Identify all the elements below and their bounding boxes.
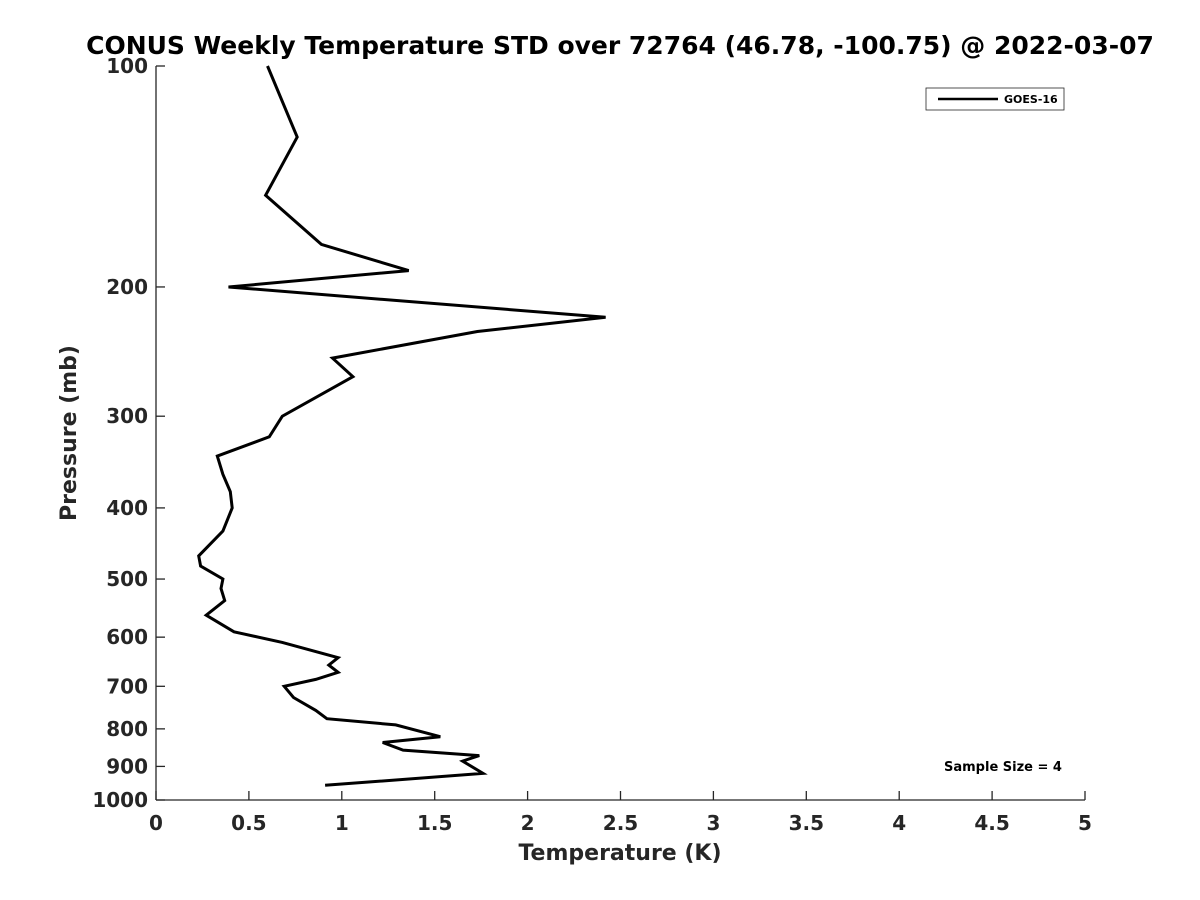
x-tick-label: 5 xyxy=(1078,811,1092,835)
x-tick-label: 2.5 xyxy=(603,811,638,835)
x-tick-label: 3 xyxy=(706,811,720,835)
x-tick-label: 4 xyxy=(892,811,906,835)
legend-entry-goes16: GOES-16 xyxy=(1004,93,1058,106)
x-tick-label: 1.5 xyxy=(417,811,452,835)
x-tick-label: 4.5 xyxy=(974,811,1009,835)
x-axis-label: Temperature (K) xyxy=(518,841,721,866)
y-tick-label: 100 xyxy=(106,54,148,78)
y-tick-label: 400 xyxy=(106,496,148,520)
x-ticks: 0 0.5 1 1.5 2 2.5 3 3.5 4 4.5 5 xyxy=(149,791,1092,835)
y-tick-label: 200 xyxy=(106,275,148,299)
y-tick-label: 900 xyxy=(106,754,148,778)
x-tick-label: 2 xyxy=(521,811,535,835)
y-tick-label: 700 xyxy=(106,674,148,698)
series-line-goes16 xyxy=(197,65,606,787)
series-group xyxy=(197,65,606,787)
x-tick-label: 3.5 xyxy=(789,811,824,835)
y-tick-label: 600 xyxy=(106,625,148,649)
y-tick-label: 500 xyxy=(106,567,148,591)
chart-title: CONUS Weekly Temperature STD over 72764 … xyxy=(86,31,1154,60)
y-tick-label: 800 xyxy=(106,717,148,741)
x-tick-label: 1 xyxy=(335,811,349,835)
legend: GOES-16 xyxy=(925,87,1065,111)
y-ticks: 100 200 300 400 500 600 700 800 900 1000 xyxy=(92,54,165,812)
y-tick-label: 300 xyxy=(106,404,148,428)
x-tick-label: 0 xyxy=(149,811,163,835)
y-tick-label: 1000 xyxy=(92,788,148,812)
x-tick-label: 0.5 xyxy=(231,811,266,835)
sample-size-annotation: Sample Size = 4 xyxy=(944,760,1062,775)
y-axis-label: Pressure (mb) xyxy=(57,345,82,521)
